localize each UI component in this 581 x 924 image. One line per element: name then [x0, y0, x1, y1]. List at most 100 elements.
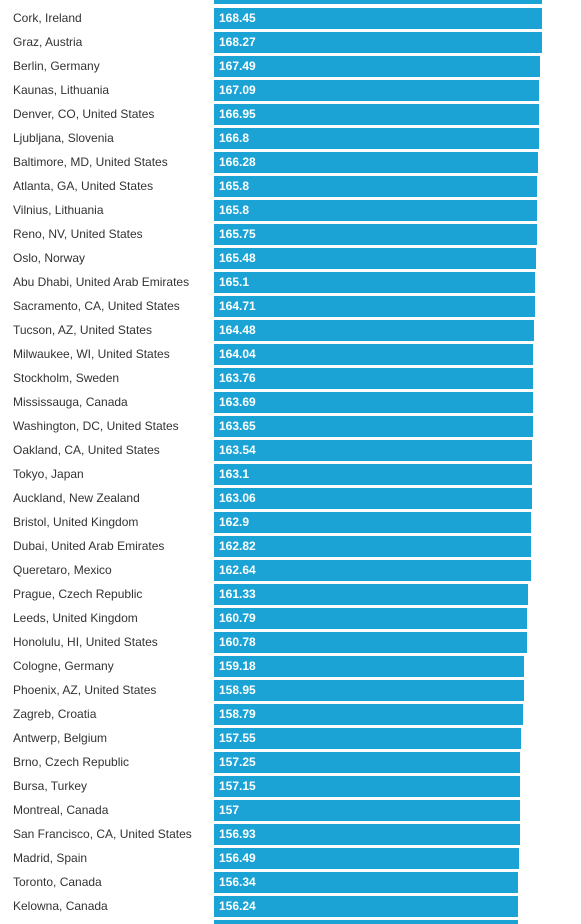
bar-row: Madrid, Spain 156.49: [0, 846, 581, 870]
category-label: Honolulu, HI, United States: [13, 635, 158, 649]
category-label: Madrid, Spain: [13, 851, 88, 865]
category-label: Toronto, Canada: [13, 875, 102, 889]
bar-row: Leeds, United Kingdom 160.79: [0, 606, 581, 630]
bar-row: Dubai, United Arab Emirates 162.82: [0, 534, 581, 558]
category-label: Cork, Ireland: [13, 11, 82, 25]
bar: [214, 632, 527, 653]
category-label: Cologne, Germany: [13, 659, 114, 673]
bar: [214, 488, 532, 509]
category-label: Vilnius, Lithuania: [13, 203, 104, 217]
bar-row: Tucson, AZ, United States 164.48: [0, 318, 581, 342]
bar: [214, 848, 519, 869]
bar-partial-top: [214, 0, 542, 4]
bar: [214, 752, 520, 773]
bar-value-label: 163.06: [219, 491, 256, 505]
bar-row: Sacramento, CA, United States 164.71: [0, 294, 581, 318]
bar-partial-bottom: [214, 920, 518, 924]
bar: [214, 104, 539, 125]
category-label: Ljubljana, Slovenia: [13, 131, 114, 145]
bar: [214, 8, 542, 29]
bar-value-label: 166.28: [219, 155, 256, 169]
category-label: Leeds, United Kingdom: [13, 611, 138, 625]
bar-row: Vilnius, Lithuania 165.8: [0, 198, 581, 222]
bar-row: Denver, CO, United States 166.95: [0, 102, 581, 126]
bar-row: Ljubljana, Slovenia 166.8: [0, 126, 581, 150]
bar-row: Reno, NV, United States 165.75: [0, 222, 581, 246]
category-label: Prague, Czech Republic: [13, 587, 143, 601]
bar: [214, 536, 531, 557]
bar-value-label: 158.79: [219, 707, 256, 721]
category-label: Kaunas, Lithuania: [13, 83, 110, 97]
bar-value-label: 165.8: [219, 203, 250, 217]
bar-value-label: 167.09: [219, 83, 256, 97]
bar: [214, 344, 533, 365]
bar-row: Baltimore, MD, United States 166.28: [0, 150, 581, 174]
category-label: Dubai, United Arab Emirates: [13, 539, 165, 553]
bar-value-label: 156.93: [219, 827, 256, 841]
bar-value-label: 161.33: [219, 587, 256, 601]
category-label: Phoenix, AZ, United States: [13, 683, 157, 697]
category-label: Auckland, New Zealand: [13, 491, 140, 505]
bar: [214, 560, 531, 581]
bar: [214, 152, 538, 173]
bar: [214, 200, 537, 221]
bar-value-label: 164.71: [219, 299, 256, 313]
bar-value-label: 163.69: [219, 395, 256, 409]
bar: [214, 440, 532, 461]
bar-value-label: 165.1: [219, 275, 250, 289]
category-label: Tucson, AZ, United States: [13, 323, 152, 337]
bar: [214, 272, 535, 293]
category-label: Queretaro, Mexico: [13, 563, 112, 577]
bar: [214, 80, 539, 101]
bar-value-label: 166.8: [219, 131, 250, 145]
bar-value-label: 166.95: [219, 107, 256, 121]
bar-row: Zagreb, Croatia 158.79: [0, 702, 581, 726]
category-label: Tokyo, Japan: [13, 467, 84, 481]
bar-value-label: 163.65: [219, 419, 256, 433]
category-label: Atlanta, GA, United States: [13, 179, 154, 193]
bar-row: Honolulu, HI, United States 160.78: [0, 630, 581, 654]
category-label: Oakland, CA, United States: [13, 443, 160, 457]
bar-value-label: 164.04: [219, 347, 256, 361]
bar: [214, 224, 537, 245]
bar-row: Kaunas, Lithuania 167.09: [0, 78, 581, 102]
bar: [214, 896, 518, 917]
category-label: Antwerp, Belgium: [13, 731, 108, 745]
category-label: Washington, DC, United States: [13, 419, 179, 433]
bar-value-label: 156.49: [219, 851, 256, 865]
bar-row: Stockholm, Sweden 163.76: [0, 366, 581, 390]
bar: [214, 584, 528, 605]
bar-value-label: 168.27: [219, 35, 256, 49]
bar: [214, 128, 539, 149]
bar: [214, 512, 531, 533]
bar-row: Prague, Czech Republic 161.33: [0, 582, 581, 606]
bar-row: Bursa, Turkey 157.15: [0, 774, 581, 798]
category-label: Kelowna, Canada: [13, 899, 108, 913]
category-label: Stockholm, Sweden: [13, 371, 120, 385]
bar-row: Oakland, CA, United States 163.54: [0, 438, 581, 462]
bar-value-label: 157: [219, 803, 240, 817]
bar-value-label: 163.1: [219, 467, 250, 481]
category-label: Mississauga, Canada: [13, 395, 128, 409]
category-label: Oslo, Norway: [13, 251, 86, 265]
category-label: Brno, Czech Republic: [13, 755, 130, 769]
category-label: Zagreb, Croatia: [13, 707, 97, 721]
category-label: Abu Dhabi, United Arab Emirates: [13, 275, 190, 289]
bar-row: San Francisco, CA, United States 156.93: [0, 822, 581, 846]
bar-row: Montreal, Canada 157: [0, 798, 581, 822]
bar: [214, 392, 533, 413]
bar-value-label: 157.55: [219, 731, 256, 745]
category-label: Bursa, Turkey: [13, 779, 88, 793]
bar-value-label: 164.48: [219, 323, 256, 337]
bar: [214, 176, 537, 197]
category-label: Milwaukee, WI, United States: [13, 347, 170, 361]
bar-row: Queretaro, Mexico 162.64: [0, 558, 581, 582]
bar-row: Bristol, United Kingdom 162.9: [0, 510, 581, 534]
bar-value-label: 167.49: [219, 59, 256, 73]
bar: [214, 800, 520, 821]
bar-row: Tokyo, Japan 163.1: [0, 462, 581, 486]
bar-row: Brno, Czech Republic 157.25: [0, 750, 581, 774]
category-label: Graz, Austria: [13, 35, 83, 49]
bar-value-label: 162.64: [219, 563, 256, 577]
